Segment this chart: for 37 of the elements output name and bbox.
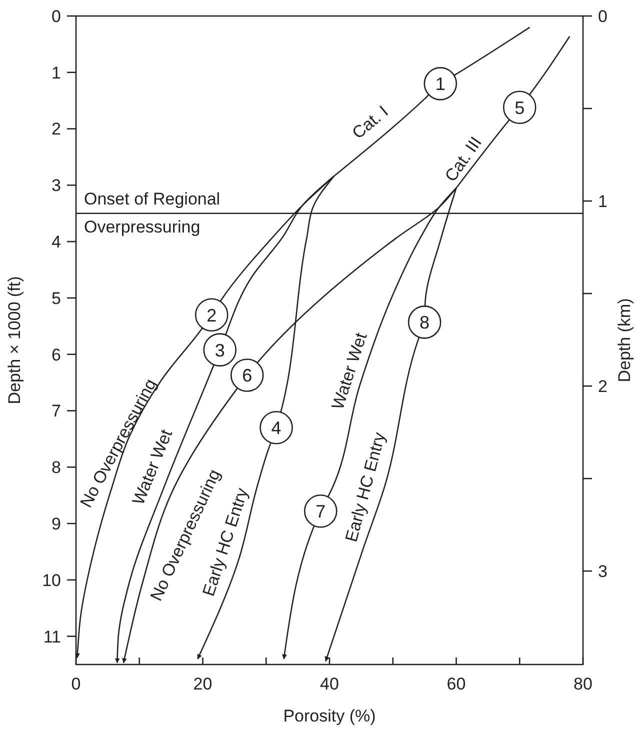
y-tick-label: 7	[52, 402, 61, 421]
y-tick-label: 10	[42, 570, 61, 590]
annotation: 8	[420, 312, 430, 333]
annotation: 4	[271, 418, 282, 438]
annotation: 5	[514, 98, 525, 118]
y-tick-label: 2	[52, 120, 61, 139]
y-tick-label: 6	[52, 345, 61, 364]
y2-tick-label: 0	[598, 6, 608, 26]
y-tick-label: 3	[52, 176, 61, 196]
y2-axis-title: Depth (km)	[615, 298, 634, 382]
y-tick-label: 4	[52, 232, 61, 252]
annotation: Cat. I	[348, 102, 392, 143]
annotation: 7	[316, 502, 326, 522]
x-tick-label: 80	[574, 674, 592, 694]
x-tick-label: 60	[446, 674, 466, 694]
annotation: 2	[206, 305, 217, 326]
annotation: 3	[214, 340, 225, 360]
annotation: 1	[435, 74, 446, 94]
y-tick-label: 1	[52, 63, 61, 82]
y2-tick-label: 2	[598, 376, 608, 396]
x-tick-label: 40	[320, 674, 339, 694]
ref-line-label: Onset of Regional Overpressuring	[84, 189, 225, 236]
y-axis-title: Depth × 1000 (ft)	[5, 276, 24, 404]
annotation: 6	[242, 366, 252, 386]
y2-tick-label: 3	[598, 562, 608, 582]
annotation: Water Wet	[328, 330, 371, 412]
x-axis-title: Porosity (%)	[283, 706, 376, 726]
y-tick-label: 5	[52, 288, 61, 308]
annotation: Cat. III	[441, 133, 486, 186]
y-tick-label: 11	[43, 627, 61, 646]
y-tick-label: 9	[52, 514, 61, 534]
annotation: Early HC Entry	[342, 430, 390, 544]
y-tick-label: 0	[52, 6, 61, 26]
y2-tick-label: 1	[598, 192, 608, 211]
x-tick-label: 0	[71, 674, 81, 694]
x-tick-label: 20	[193, 674, 212, 694]
y-tick-label: 8	[52, 458, 61, 478]
